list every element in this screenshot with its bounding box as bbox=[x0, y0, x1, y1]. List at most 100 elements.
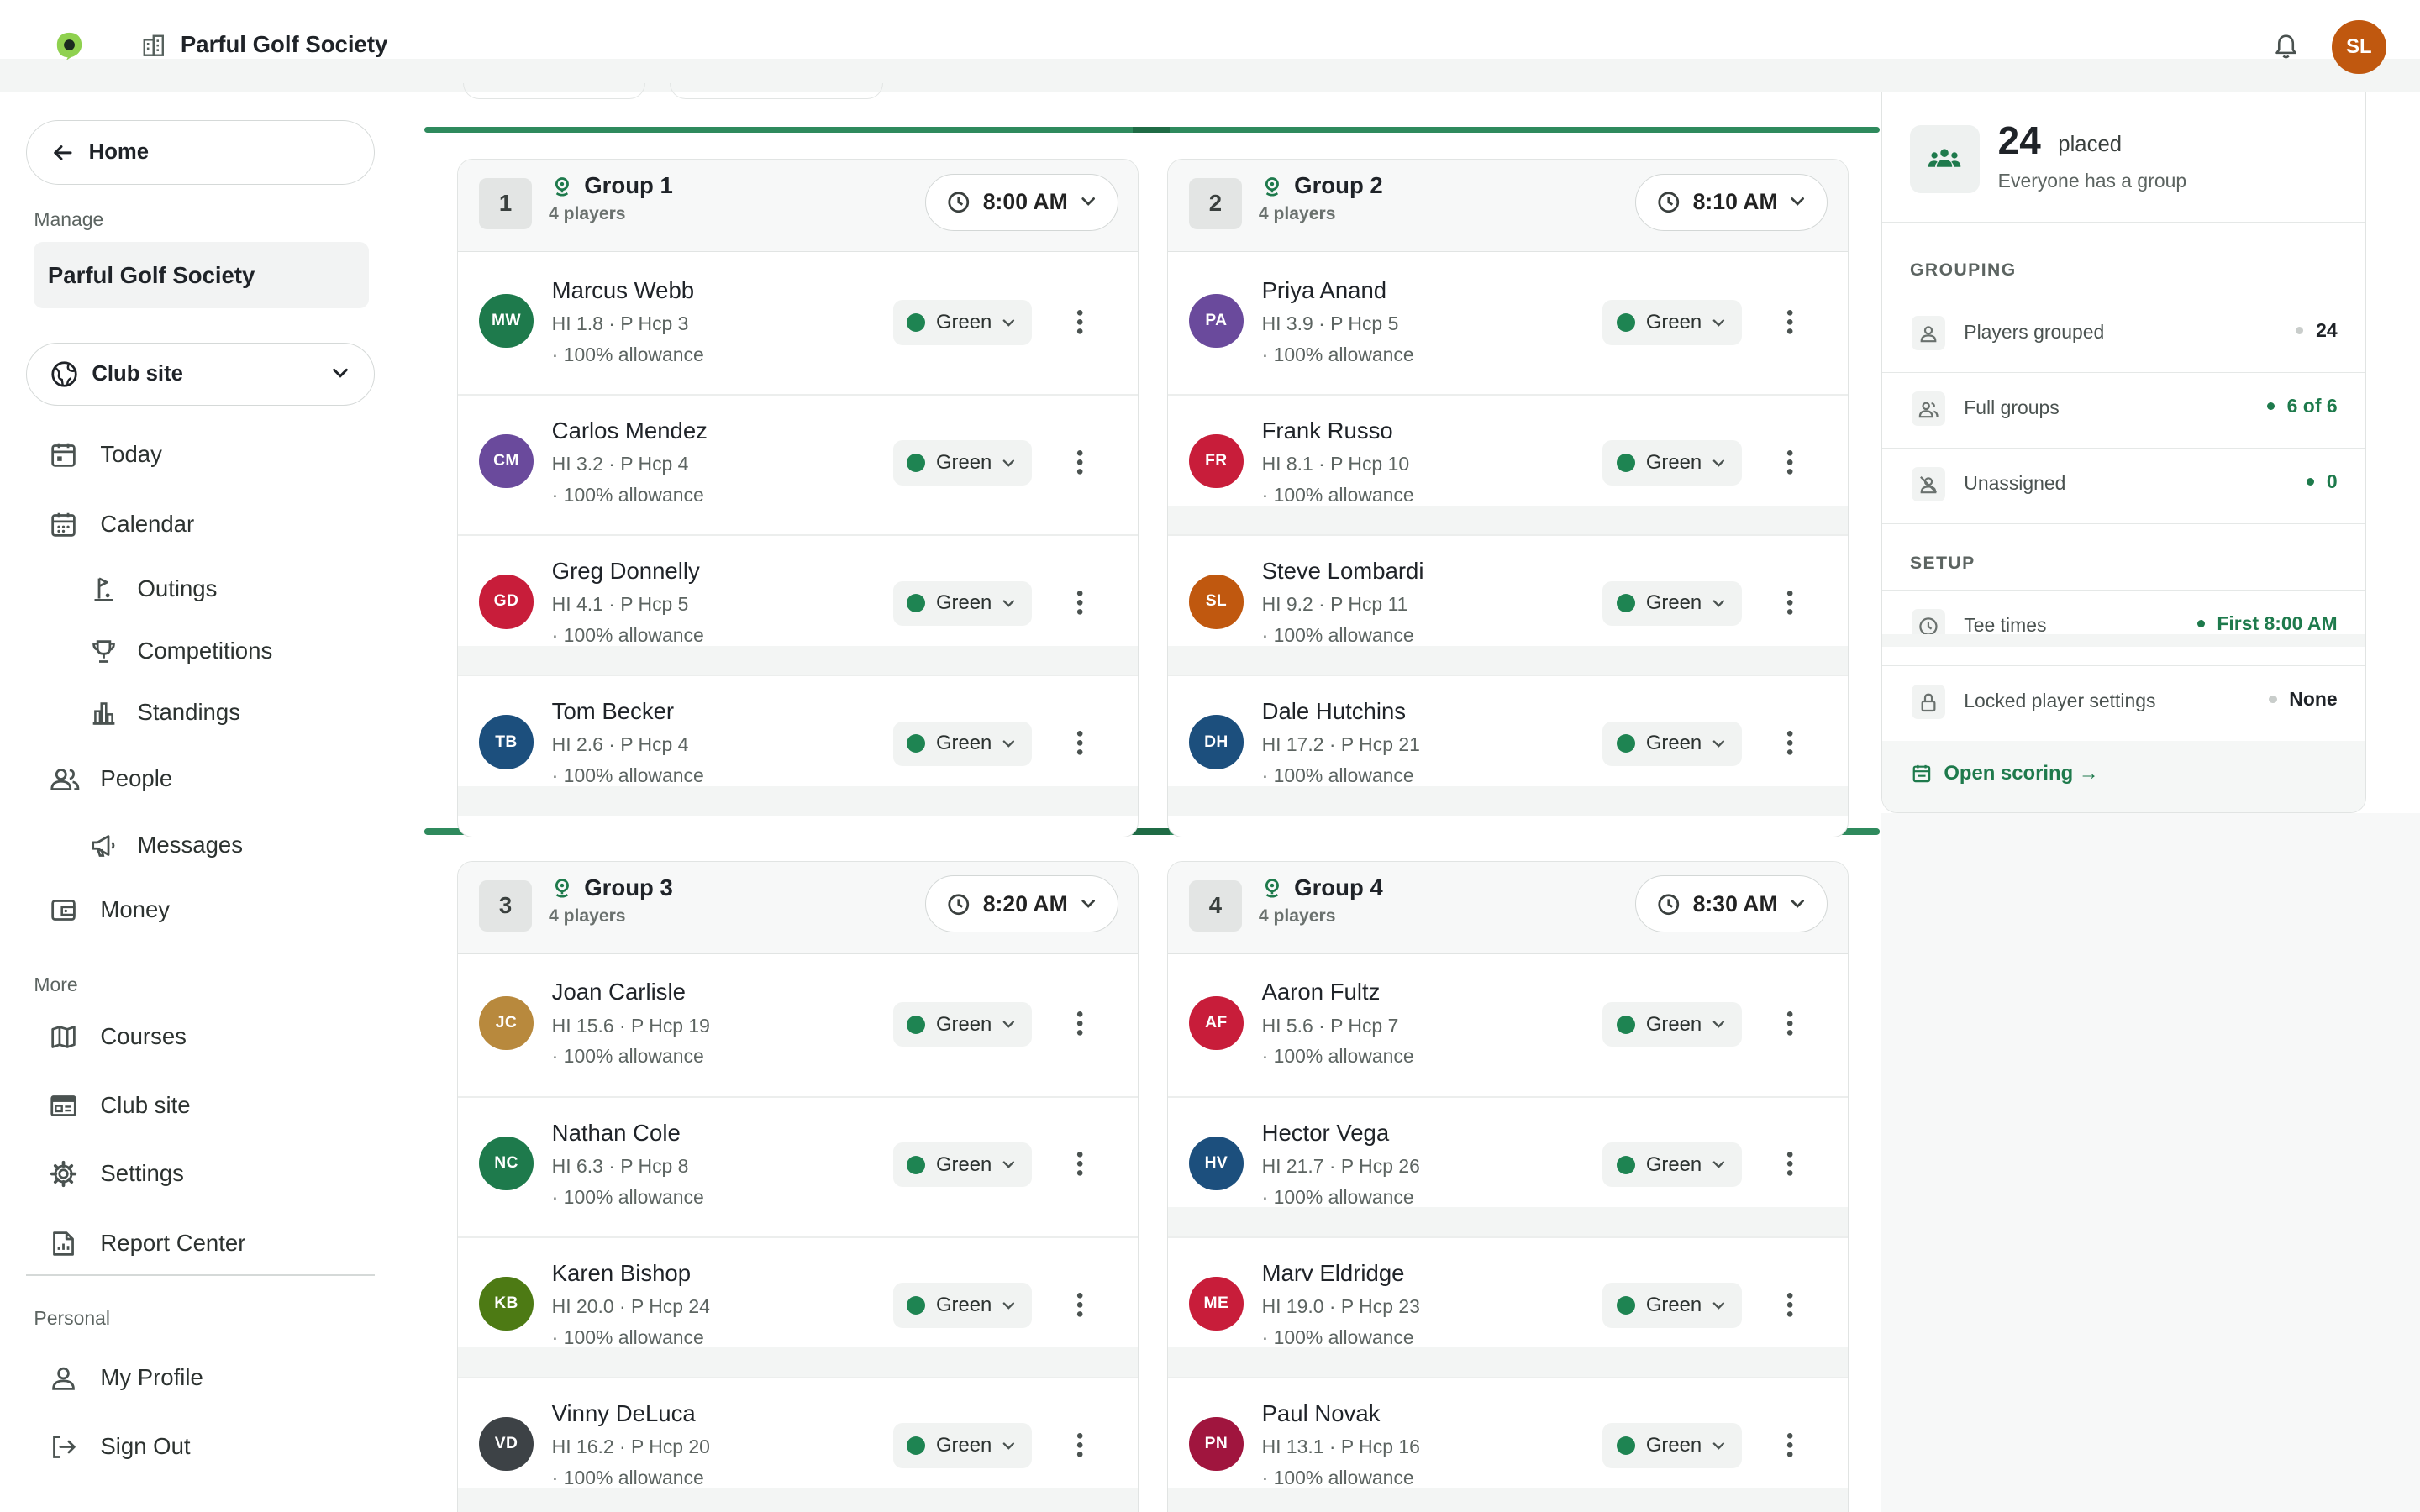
nav-money[interactable]: Money bbox=[50, 896, 358, 927]
player-name[interactable]: Marv Eldridge bbox=[1261, 1259, 1405, 1286]
player-name[interactable]: Marcus Webb bbox=[551, 276, 695, 303]
player-name[interactable]: Steve Lombardi bbox=[1261, 558, 1424, 585]
tee-select[interactable]: Green bbox=[892, 1001, 1032, 1047]
group-name[interactable]: Group 4 bbox=[1294, 874, 1383, 900]
user-avatar[interactable]: SL bbox=[2332, 19, 2386, 75]
player-name[interactable]: Joan Carlisle bbox=[551, 979, 686, 1005]
nav-people[interactable]: People bbox=[50, 765, 358, 796]
app-logo-icon[interactable] bbox=[55, 31, 83, 62]
player-name[interactable]: Karen Bishop bbox=[551, 1259, 692, 1286]
player-row[interactable]: GD Greg Donnelly HI 4.1 · P Hcp 5 · 100% al… bbox=[457, 534, 1139, 675]
tee-select[interactable]: Green bbox=[1602, 1001, 1742, 1047]
tee-select[interactable]: Green bbox=[892, 580, 1032, 626]
nav-calendar[interactable]: Calendar bbox=[50, 511, 358, 542]
more-options-icon[interactable] bbox=[1782, 447, 1797, 478]
nav-club-site[interactable]: Club site bbox=[50, 1092, 358, 1123]
notifications-bell-icon[interactable] bbox=[2272, 33, 2300, 60]
nav-sign-out[interactable]: Sign Out bbox=[50, 1433, 358, 1464]
player-row[interactable]: NC Nathan Cole HI 6.3 · P Hcp 8 · 100% allo… bbox=[457, 1096, 1139, 1237]
more-options-icon[interactable] bbox=[1782, 587, 1797, 618]
tee-time-select[interactable]: 8:30 AM bbox=[1634, 875, 1828, 933]
more-options-icon[interactable] bbox=[1072, 447, 1087, 478]
nav-messages[interactable]: Messages bbox=[90, 832, 368, 863]
toolbar-pill-stub[interactable] bbox=[462, 83, 645, 99]
player-name[interactable]: Carlos Mendez bbox=[551, 417, 708, 444]
nav-report-center[interactable]: Report Center bbox=[50, 1230, 358, 1261]
nav-outings[interactable]: Outings bbox=[90, 575, 368, 606]
tee-select[interactable]: Green bbox=[1602, 300, 1742, 345]
player-name[interactable]: Vinny DeLuca bbox=[551, 1399, 696, 1426]
nav-courses[interactable]: Courses bbox=[50, 1023, 358, 1054]
player-name[interactable]: Aaron Fultz bbox=[1261, 979, 1381, 1005]
more-options-icon[interactable] bbox=[1072, 307, 1087, 338]
tee-select[interactable]: Green bbox=[892, 721, 1032, 766]
player-name[interactable]: Priya Anand bbox=[1261, 276, 1387, 303]
group-name[interactable]: Group 3 bbox=[584, 874, 673, 900]
tee-select[interactable]: Green bbox=[892, 440, 1032, 486]
player-name[interactable]: Greg Donnelly bbox=[551, 558, 700, 585]
player-row[interactable]: TB Tom Becker HI 2.6 · P Hcp 4 · 100% allow… bbox=[457, 675, 1139, 816]
more-options-icon[interactable] bbox=[1072, 1148, 1087, 1179]
more-options-icon[interactable] bbox=[1782, 1430, 1797, 1461]
nav-today[interactable]: Today bbox=[50, 441, 358, 472]
tee-select[interactable]: Green bbox=[1602, 580, 1742, 626]
more-options-icon[interactable] bbox=[1072, 1289, 1087, 1320]
tee-select[interactable]: Green bbox=[1602, 721, 1742, 766]
player-avatar: HV bbox=[1189, 1136, 1244, 1191]
player-name[interactable]: Hector Vega bbox=[1261, 1119, 1390, 1146]
player-row[interactable]: SL Steve Lombardi HI 9.2 · P Hcp 11 · 100% … bbox=[1167, 534, 1849, 675]
more-options-icon[interactable] bbox=[1782, 727, 1797, 759]
player-row[interactable]: VD Vinny DeLuca HI 16.2 · P Hcp 20 · 100% a… bbox=[457, 1377, 1139, 1512]
tee-time-select[interactable]: 8:20 AM bbox=[924, 875, 1118, 933]
more-options-icon[interactable] bbox=[1072, 727, 1087, 759]
setting-tee-times[interactable]: Tee times First 8:00 AM bbox=[1881, 591, 2365, 664]
club-site-select[interactable]: Club site bbox=[26, 342, 376, 407]
player-row[interactable]: AF Aaron Fultz HI 5.6 · P Hcp 7 · 100% allo… bbox=[1167, 955, 1849, 1097]
player-row[interactable]: KB Karen Bishop HI 20.0 · P Hcp 24 · 100% a… bbox=[457, 1236, 1139, 1378]
tee-select[interactable]: Green bbox=[892, 1423, 1032, 1468]
more-options-icon[interactable] bbox=[1072, 1008, 1087, 1039]
player-row[interactable]: HV Hector Vega HI 21.7 · P Hcp 26 · 100% al… bbox=[1167, 1096, 1849, 1237]
nav-standings[interactable]: Standings bbox=[90, 699, 368, 730]
player-name[interactable]: Paul Novak bbox=[1261, 1399, 1381, 1426]
tee-select[interactable]: Green bbox=[1602, 1283, 1742, 1328]
more-options-icon[interactable] bbox=[1782, 1289, 1797, 1320]
player-name[interactable]: Nathan Cole bbox=[551, 1119, 681, 1146]
tee-select[interactable]: Green bbox=[892, 300, 1032, 345]
player-row[interactable]: DH Dale Hutchins HI 17.2 · P Hcp 21 · 100% … bbox=[1167, 675, 1849, 816]
tee-select[interactable]: Green bbox=[1602, 440, 1742, 486]
setting-locked-players[interactable]: Locked player settings None bbox=[1882, 666, 2365, 740]
tee-select[interactable]: Green bbox=[1602, 1423, 1742, 1468]
player-row[interactable]: MW Marcus Webb HI 1.8 · P Hcp 3 · 100% allo… bbox=[457, 254, 1139, 395]
tee-select[interactable]: Green bbox=[1602, 1142, 1742, 1188]
org-selector[interactable]: Parful Golf Society bbox=[34, 242, 369, 309]
nav-my-profile[interactable]: My Profile bbox=[50, 1364, 358, 1395]
home-button[interactable]: Home bbox=[26, 120, 376, 186]
tee-time-select[interactable]: 8:10 AM bbox=[1634, 173, 1828, 231]
open-scoring-link[interactable]: Open scoring → bbox=[1912, 762, 2099, 785]
player-row[interactable]: CM Carlos Mendez HI 3.2 · P Hcp 4 · 100% al… bbox=[457, 394, 1139, 535]
group-name[interactable]: Group 1 bbox=[584, 171, 673, 198]
player-name[interactable]: Dale Hutchins bbox=[1261, 698, 1407, 725]
player-row[interactable]: PN Paul Novak HI 13.1 · P Hcp 16 · 100% all… bbox=[1167, 1377, 1849, 1512]
player-name[interactable]: Tom Becker bbox=[551, 698, 675, 725]
more-options-icon[interactable] bbox=[1782, 1008, 1797, 1039]
player-row[interactable]: JC Joan Carlisle HI 15.6 · P Hcp 19 · 100% … bbox=[457, 955, 1139, 1097]
placed-label: placed bbox=[2058, 132, 2123, 156]
more-options-icon[interactable] bbox=[1072, 1430, 1087, 1461]
player-name[interactable]: Frank Russo bbox=[1261, 417, 1393, 444]
nav-competitions[interactable]: Competitions bbox=[90, 638, 368, 669]
player-row[interactable]: PA Priya Anand HI 3.9 · P Hcp 5 · 100% allo… bbox=[1167, 254, 1849, 395]
more-options-icon[interactable] bbox=[1782, 307, 1797, 338]
tee-select[interactable]: Green bbox=[892, 1283, 1032, 1328]
org-name[interactable]: Parful Golf Society bbox=[180, 30, 388, 57]
nav-settings[interactable]: Settings bbox=[50, 1160, 358, 1191]
tee-time-select[interactable]: 8:00 AM bbox=[924, 173, 1118, 231]
toolbar-pill-stub[interactable] bbox=[670, 83, 883, 99]
group-name[interactable]: Group 2 bbox=[1294, 171, 1383, 198]
more-options-icon[interactable] bbox=[1072, 587, 1087, 618]
tee-select[interactable]: Green bbox=[892, 1142, 1032, 1188]
more-options-icon[interactable] bbox=[1782, 1148, 1797, 1179]
player-row[interactable]: FR Frank Russo HI 8.1 · P Hcp 10 · 100% all… bbox=[1167, 394, 1849, 535]
player-row[interactable]: ME Marv Eldridge HI 19.0 · P Hcp 23 · 100% … bbox=[1167, 1236, 1849, 1378]
